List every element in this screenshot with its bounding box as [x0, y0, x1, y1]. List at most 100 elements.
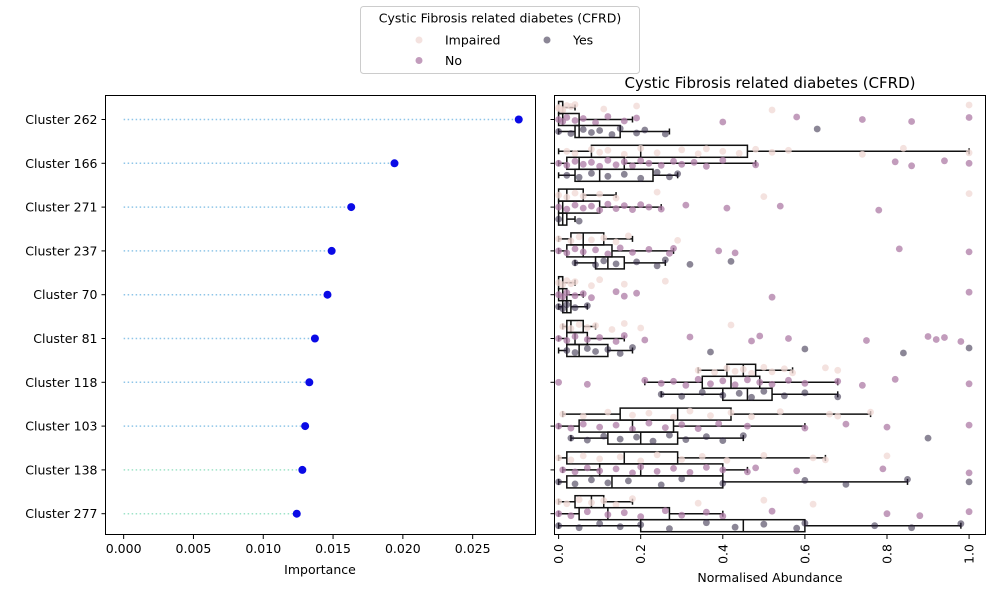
- strip-point-cluster-81-no-15: [941, 334, 948, 341]
- strip-point-cluster-81-no-0: [555, 335, 563, 342]
- strip-point-cluster-103-impaired-5: [670, 413, 677, 421]
- strip-point-cluster-138-yes-2: [588, 476, 595, 484]
- strip-point-cluster-138-yes-3: [604, 479, 612, 487]
- strip-point-cluster-166-yes-1: [575, 173, 583, 181]
- abundance-xtick-label-2: 0.4: [715, 544, 730, 564]
- strip-point-cluster-262-impaired-7: [600, 105, 608, 113]
- abundance-xtick-label-0: 0.0: [551, 544, 566, 564]
- strip-point-cluster-70-no-9: [768, 293, 776, 301]
- strip-point-cluster-277-impaired-8: [760, 496, 768, 504]
- strip-point-cluster-70-no-10: [965, 288, 973, 296]
- importance-point-cluster-271: [347, 203, 356, 212]
- importance-ytick-label-cluster-118: Cluster 118: [25, 375, 97, 390]
- strip-point-cluster-138-no-0: [559, 466, 567, 474]
- strip-point-cluster-138-impaired-10: [760, 452, 768, 459]
- strip-point-cluster-277-yes-5: [666, 525, 673, 533]
- strip-point-cluster-277-no-0: [555, 510, 563, 518]
- strip-point-cluster-118-impaired-7: [768, 368, 776, 376]
- strip-point-cluster-271-no-14: [723, 204, 731, 212]
- strip-point-cluster-277-yes-1: [575, 524, 583, 532]
- strip-point-cluster-81-impaired-7: [637, 324, 645, 332]
- strip-point-cluster-70-impaired-4: [571, 278, 579, 286]
- strip-point-cluster-70-impaired-8: [661, 277, 669, 285]
- strip-point-cluster-81-yes-3: [592, 348, 599, 355]
- strip-point-cluster-118-no-10: [744, 376, 751, 384]
- importance-ytick-label-cluster-138: Cluster 138: [25, 462, 97, 477]
- importance-point-cluster-166: [390, 159, 399, 168]
- strip-point-cluster-271-no-0: [555, 203, 563, 211]
- strip-point-cluster-277-impaired-5: [612, 501, 620, 509]
- strip-point-cluster-271-no-4: [588, 202, 595, 210]
- strip-point-cluster-166-impaired-5: [620, 150, 628, 158]
- strip-point-cluster-118-no-12: [768, 380, 776, 388]
- strip-point-cluster-271-no-13: [682, 201, 690, 209]
- strip-point-cluster-70-no-4: [579, 290, 587, 298]
- strip-point-cluster-166-no-2: [571, 157, 579, 165]
- strip-point-cluster-70-no-7: [620, 292, 628, 300]
- strip-point-cluster-166-no-5: [596, 162, 604, 170]
- strip-point-cluster-103-impaired-6: [686, 407, 694, 415]
- strip-point-cluster-81-no-10: [756, 332, 764, 340]
- strip-point-cluster-271-impaired-6: [653, 188, 661, 196]
- strip-point-cluster-81-no-12: [863, 337, 870, 344]
- strip-point-cluster-103-yes-11: [924, 434, 932, 442]
- strip-point-cluster-118-no-4: [670, 377, 677, 385]
- strip-point-cluster-118-yes-2: [698, 388, 706, 396]
- strip-point-cluster-237-impaired-1: [567, 237, 575, 245]
- strip-point-cluster-81-impaired-5: [608, 326, 616, 333]
- strip-point-cluster-118-yes-4: [735, 389, 743, 397]
- strip-point-cluster-103-impaired-13: [867, 408, 874, 416]
- strip-point-cluster-118-no-3: [657, 379, 665, 387]
- strip-point-cluster-118-no-11: [756, 378, 764, 386]
- strip-point-cluster-103-no-0: [555, 422, 563, 430]
- strip-point-cluster-103-yes-8: [702, 433, 710, 440]
- strip-point-cluster-237-yes-0: [571, 259, 579, 267]
- strip-point-cluster-70-impaired-5: [588, 282, 595, 290]
- strip-point-cluster-277-yes-9: [793, 524, 801, 532]
- importance-marks: [123, 115, 523, 518]
- strip-point-cluster-118-impaired-10: [822, 364, 829, 372]
- strip-point-cluster-277-yes-11: [871, 522, 879, 530]
- strip-point-cluster-81-no-9: [748, 337, 755, 345]
- strip-point-cluster-81-yes-0: [563, 347, 571, 354]
- strip-point-cluster-271-no-12: [657, 205, 665, 213]
- strip-point-cluster-166-impaired-8: [678, 146, 686, 154]
- strip-point-cluster-70-no-5: [588, 294, 595, 302]
- strip-point-cluster-271-no-2: [571, 201, 579, 209]
- strip-point-cluster-166-no-4: [588, 158, 595, 166]
- strip-point-cluster-138-no-10: [702, 464, 710, 471]
- strip-point-cluster-277-no-1: [567, 512, 575, 520]
- strip-point-cluster-138-impaired-2: [579, 452, 587, 460]
- strip-point-cluster-166-no-21: [941, 157, 948, 165]
- strip-point-cluster-237-no-1: [563, 249, 571, 257]
- strip-point-cluster-166-impaired-3: [596, 148, 604, 156]
- strip-point-cluster-237-yes-2: [600, 257, 608, 265]
- strip-point-cluster-237-yes-1: [592, 261, 599, 269]
- strip-point-cluster-118-no-14: [801, 379, 809, 387]
- strip-point-cluster-166-impaired-14: [768, 148, 776, 156]
- strip-point-cluster-277-no-4: [620, 509, 628, 517]
- strip-point-cluster-118-no-2: [641, 376, 649, 384]
- strip-point-cluster-81-no-5: [612, 338, 620, 345]
- strip-point-cluster-118-no-15: [834, 377, 842, 385]
- importance-ytick-label-cluster-271: Cluster 271: [25, 200, 97, 215]
- strip-point-cluster-277-no-8: [702, 508, 710, 516]
- strip-point-cluster-271-impaired-8: [965, 190, 973, 198]
- abundance-xtick-label-5: 1.0: [962, 544, 977, 564]
- strip-point-cluster-262-impaired-6: [571, 101, 579, 108]
- strip-point-cluster-118-no-9: [731, 381, 739, 389]
- abundance-xtick-label-1: 0.2: [633, 544, 648, 564]
- strip-point-cluster-237-yes-3: [612, 260, 620, 268]
- strip-point-cluster-118-no-13: [785, 376, 792, 384]
- strip-point-cluster-103-impaired-3: [629, 411, 636, 419]
- legend-label-yes: Yes: [572, 33, 593, 48]
- strip-point-cluster-103-yes-7: [682, 436, 690, 443]
- strip-point-cluster-118-yes-0: [657, 390, 665, 398]
- strip-point-cluster-118-impaired-6: [760, 363, 768, 371]
- strip-point-cluster-271-impaired-0: [555, 191, 563, 199]
- strip-point-cluster-166-impaired-2: [588, 145, 595, 153]
- strip-point-cluster-138-impaired-6: [653, 451, 661, 459]
- strip-point-cluster-237-impaired-2: [575, 233, 583, 241]
- strip-point-cluster-138-yes-8: [801, 477, 809, 484]
- strip-point-cluster-262-no-2: [563, 114, 571, 121]
